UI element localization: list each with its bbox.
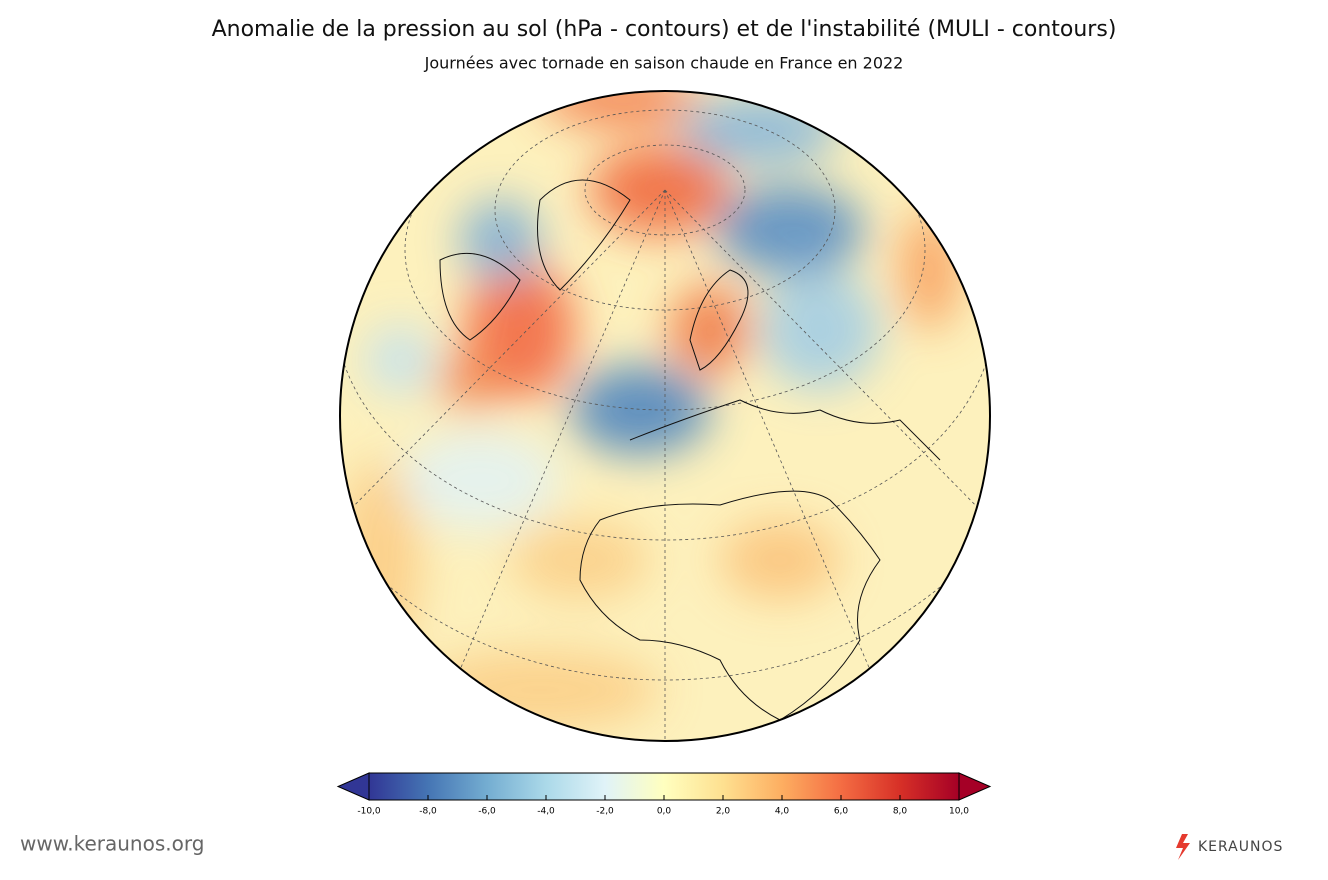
globe-map — [340, 91, 990, 741]
colorbar-tick-label: 0,0 — [657, 807, 672, 817]
colorbar-tick-label: -4,0 — [537, 807, 555, 817]
website[interactable]: www.keraunos.org — [20, 832, 204, 856]
title: Anomalie de la pression au sol (hPa - co… — [212, 17, 1117, 42]
colorbar-tick-label: -6,0 — [478, 807, 496, 817]
logo-text: KERAUNOS — [1198, 839, 1283, 855]
colorbar-extend-low — [336, 772, 370, 801]
colorbar-tick-label: -2,0 — [596, 807, 614, 817]
subtitle: Journées avec tornade en saison chaude e… — [424, 54, 904, 73]
colorbar-tick-label: 2,0 — [716, 807, 731, 817]
colorbar-tick-label: 8,0 — [893, 807, 908, 817]
colorbar-tick-label: -8,0 — [419, 807, 437, 817]
logo-icon — [1176, 834, 1190, 860]
colorbar-tick-label: 6,0 — [834, 807, 849, 817]
colorbar-extend-high — [958, 772, 992, 801]
globe-outline — [339, 90, 991, 742]
colorbar-tick-label: 10,0 — [949, 807, 969, 817]
colorbar-tick-label: 4,0 — [775, 807, 790, 817]
colorbar-tick-label: -10,0 — [357, 807, 381, 817]
colorbar: -10,0 -8,0 -6,0 -4,0 -2,0 0,0 2,0 4,0 6,0 8,0 10,0 — [336, 772, 992, 817]
